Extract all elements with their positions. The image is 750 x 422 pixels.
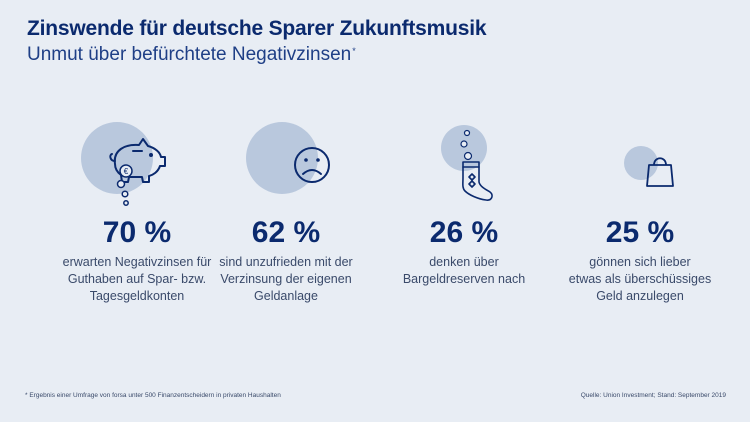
stat-description-line: sind unzufrieden mit der (219, 255, 353, 269)
stat-negative-interest: € 70 % erwarten Negativzinsen für Guthab… (47, 120, 227, 320)
stat-value: 62 % (251, 216, 321, 249)
sock-money-icon (441, 125, 493, 201)
stat-description-line: Geld anzulegen (596, 289, 684, 303)
svg-text:€: € (124, 167, 129, 176)
stat-cash-reserves: 26 % denken über Bargeldreserven nach (374, 120, 554, 320)
page-subtitle: Unmut über befürchtete Negativzinsen* (27, 44, 356, 66)
stat-treat-yourself: 25 % gönnen sich lieber etwas als übersc… (550, 120, 730, 320)
sad-face-icon (246, 122, 330, 194)
source-note: Quelle: Union Investment; Stand: Septemb… (580, 392, 726, 399)
stat-description-line: Verzinsung der eigenen (220, 272, 352, 286)
stat-description-line: Tagesgeldkonten (89, 289, 185, 303)
stat-description: sind unzufrieden mit der Verzinsung der … (196, 254, 376, 305)
subtitle-text: Unmut über befürchtete Negativzinsen (27, 44, 352, 65)
stat-value: 70 % (102, 216, 172, 249)
stat-value: 25 % (605, 216, 675, 249)
stat-description-line: erwarten Negativzinsen für (62, 255, 212, 269)
stat-description-line: denken über (429, 255, 499, 269)
stat-description-line: Geldanlage (254, 289, 318, 303)
stat-value: 26 % (429, 216, 499, 249)
stat-description-line: Guthaben auf Spar- bzw. (67, 272, 207, 286)
piggy-bank-icon: € (81, 122, 166, 206)
stat-description: gönnen sich lieber etwas als überschüssi… (550, 254, 730, 305)
stat-description-line: gönnen sich lieber (589, 255, 691, 269)
stat-description: denken über Bargeldreserven nach (374, 254, 554, 288)
stat-dissatisfied: 62 % sind unzufrieden mit der Verzinsung… (196, 120, 376, 320)
shopping-bag-icon (624, 146, 674, 187)
stat-description-line: etwas als überschüssiges (568, 272, 712, 286)
stat-description: erwarten Negativzinsen für Guthaben auf … (47, 254, 227, 305)
page-title: Zinswende für deutsche Sparer Zukunftsmu… (27, 17, 487, 40)
stat-description-line: Bargeldreserven nach (402, 272, 526, 286)
subtitle-footnote-marker: * (352, 46, 356, 56)
footnote: * Ergebnis einer Umfrage von forsa unter… (25, 392, 281, 399)
